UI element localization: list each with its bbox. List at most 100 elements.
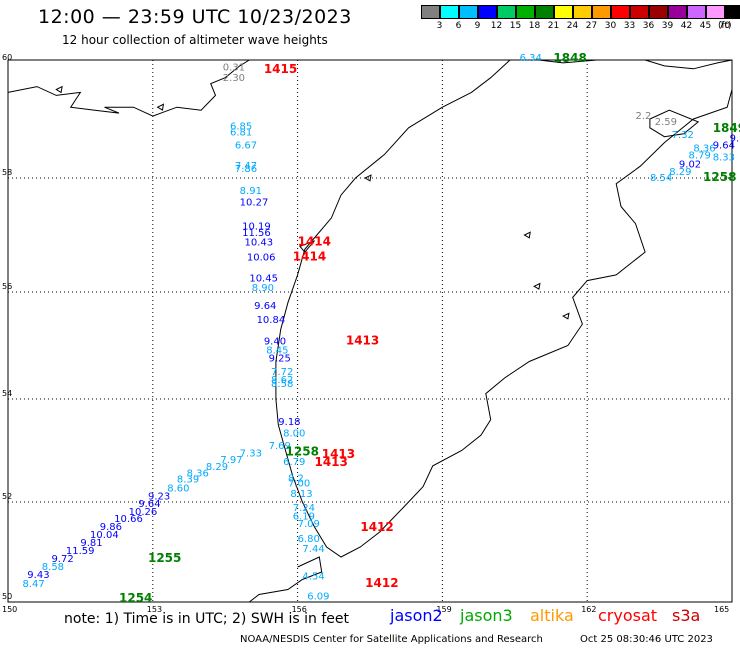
- wave-height-label: 9.: [730, 133, 740, 144]
- wave-height-label: 7.72: [271, 367, 293, 378]
- wave-height-label: 6.19: [293, 512, 315, 523]
- wave-height-label: 9.86: [100, 522, 122, 533]
- wave-height-label: 9.02: [679, 159, 701, 170]
- wave-height-label: 8.00: [283, 429, 305, 440]
- legend-label: 45: [699, 21, 712, 31]
- legend-swatch: [668, 5, 687, 19]
- wave-height-label: 10.84: [257, 315, 286, 326]
- legend-swatch: [421, 5, 440, 19]
- map-frame: [7, 59, 733, 603]
- wave-height-label: 10.27: [240, 197, 269, 208]
- wave-height-label: 7.47: [235, 161, 257, 172]
- page-subtitle: 12 hour collection of altimeter wave hei…: [62, 33, 328, 47]
- wave-height-label: 8.36: [693, 143, 715, 154]
- wave-height-label: 11.56: [242, 228, 271, 239]
- lat-label: 54: [2, 389, 12, 398]
- lon-label: 153: [147, 605, 162, 614]
- pass-time-label: 1254: [119, 591, 152, 605]
- wave-height-label: 9.23: [148, 491, 170, 502]
- wave-height-label: 8.45: [266, 346, 288, 357]
- legend-s3a: s3a: [672, 606, 701, 625]
- legend-label: 39: [661, 21, 674, 31]
- legend-label: 6: [455, 21, 462, 31]
- wave-height-label: 10.06: [247, 253, 276, 264]
- page-title: 12:00 — 23:59 UTC 10/23/2023: [38, 6, 352, 28]
- coastline: [7, 59, 733, 603]
- coast-north-right: [644, 59, 733, 70]
- wave-height-label: 7.24: [293, 503, 315, 514]
- wave-height-label: 6.34: [520, 53, 542, 64]
- wave-height-label: 10.45: [249, 274, 278, 285]
- lat-label: 56: [2, 282, 12, 291]
- wave-height-label: 7.00: [288, 479, 310, 490]
- lat-label: 60: [2, 53, 12, 62]
- legend-swatch: [440, 5, 459, 19]
- wave-height-label: 8.13: [290, 489, 312, 500]
- pass-time-label: 1412: [360, 520, 393, 534]
- wave-height-label: 9.72: [51, 554, 73, 565]
- coast-islet: [156, 103, 165, 111]
- wave-height-label: 9.43: [27, 570, 49, 581]
- wave-height-label: 9.25: [269, 354, 291, 365]
- wave-height-label: 7.86: [235, 164, 257, 175]
- wave-height-label: 8.2: [288, 473, 304, 484]
- legend-swatch: [611, 5, 630, 19]
- legend-cryosat: cryosat: [598, 606, 658, 625]
- wave-height-label: 10.04: [90, 530, 119, 541]
- wave-height-label: 4.54: [302, 572, 324, 583]
- pass-time-label: 1255: [148, 551, 181, 565]
- legend-swatch: [478, 5, 497, 19]
- wave-height-label: 8.54: [650, 173, 672, 184]
- pass-time-label: 1414: [298, 234, 331, 248]
- legend-label: 21: [547, 21, 560, 31]
- color-legend-labels: 3 6 9 12 15 18 21 24 27 30 33 36 39 42 45 70: [421, 21, 734, 31]
- wave-height-label: 9.18: [278, 417, 300, 428]
- lat-label: 52: [2, 492, 12, 501]
- wave-height-label: 7.69: [269, 441, 291, 452]
- wave-height-label: 8.60: [167, 484, 189, 495]
- wave-height-label: 10.43: [245, 237, 274, 248]
- coast-north-mainland: [7, 59, 250, 117]
- wave-height-label: 8.62: [271, 375, 293, 386]
- legend-altika: altika: [530, 606, 574, 625]
- legend-label: 70: [718, 21, 731, 31]
- legend-label: 27: [585, 21, 598, 31]
- pass-time-label: 1414: [293, 250, 326, 264]
- legend-swatch: [649, 5, 668, 19]
- wave-height-label: 7.44: [302, 544, 324, 555]
- lon-label: 165: [714, 605, 729, 614]
- wave-height-label: 9.64: [138, 499, 160, 510]
- legend-swatch: [630, 5, 649, 19]
- wave-height-label: 8.79: [689, 151, 711, 162]
- legend-label: 24: [566, 21, 579, 31]
- lat-label: 50: [2, 592, 12, 601]
- coast-kamchatka: [275, 59, 733, 558]
- pass-time-label: 1415: [264, 62, 297, 76]
- wave-height-label: 8.47: [22, 579, 44, 590]
- wave-height-label: 6.67: [235, 141, 257, 152]
- legend-swatch: [725, 5, 740, 19]
- coast-islet: [523, 231, 531, 239]
- legend-label: 15: [509, 21, 522, 31]
- legend-label: 12: [490, 21, 503, 31]
- color-legend: [421, 5, 740, 19]
- wave-height-label: 8.90: [252, 283, 274, 294]
- pass-time-label: 1258: [703, 170, 736, 184]
- map-labels: 0.312.306.346.856.816.677.477.868.9110.2…: [22, 51, 740, 605]
- wave-height-label: 7.33: [240, 449, 262, 460]
- pass-time-label: 1848: [553, 51, 586, 65]
- wave-height-label: 9.40: [264, 336, 286, 347]
- coast-islet: [55, 85, 63, 94]
- wave-height-label: 8.58: [271, 379, 293, 390]
- pass-time-label: 1258: [286, 445, 319, 459]
- wave-height-label: 8.29: [206, 462, 228, 473]
- timestamp-text: Oct 25 08:30:46 UTC 2023: [580, 634, 713, 645]
- wave-height-label: 6.85: [230, 122, 252, 133]
- coast-islet: [533, 282, 541, 290]
- lon-label: 159: [436, 605, 451, 614]
- wave-height-label: 8.39: [177, 474, 199, 485]
- wave-height-label: 9.81: [80, 538, 102, 549]
- legend-swatch: [687, 5, 706, 19]
- coast-islet: [364, 174, 372, 182]
